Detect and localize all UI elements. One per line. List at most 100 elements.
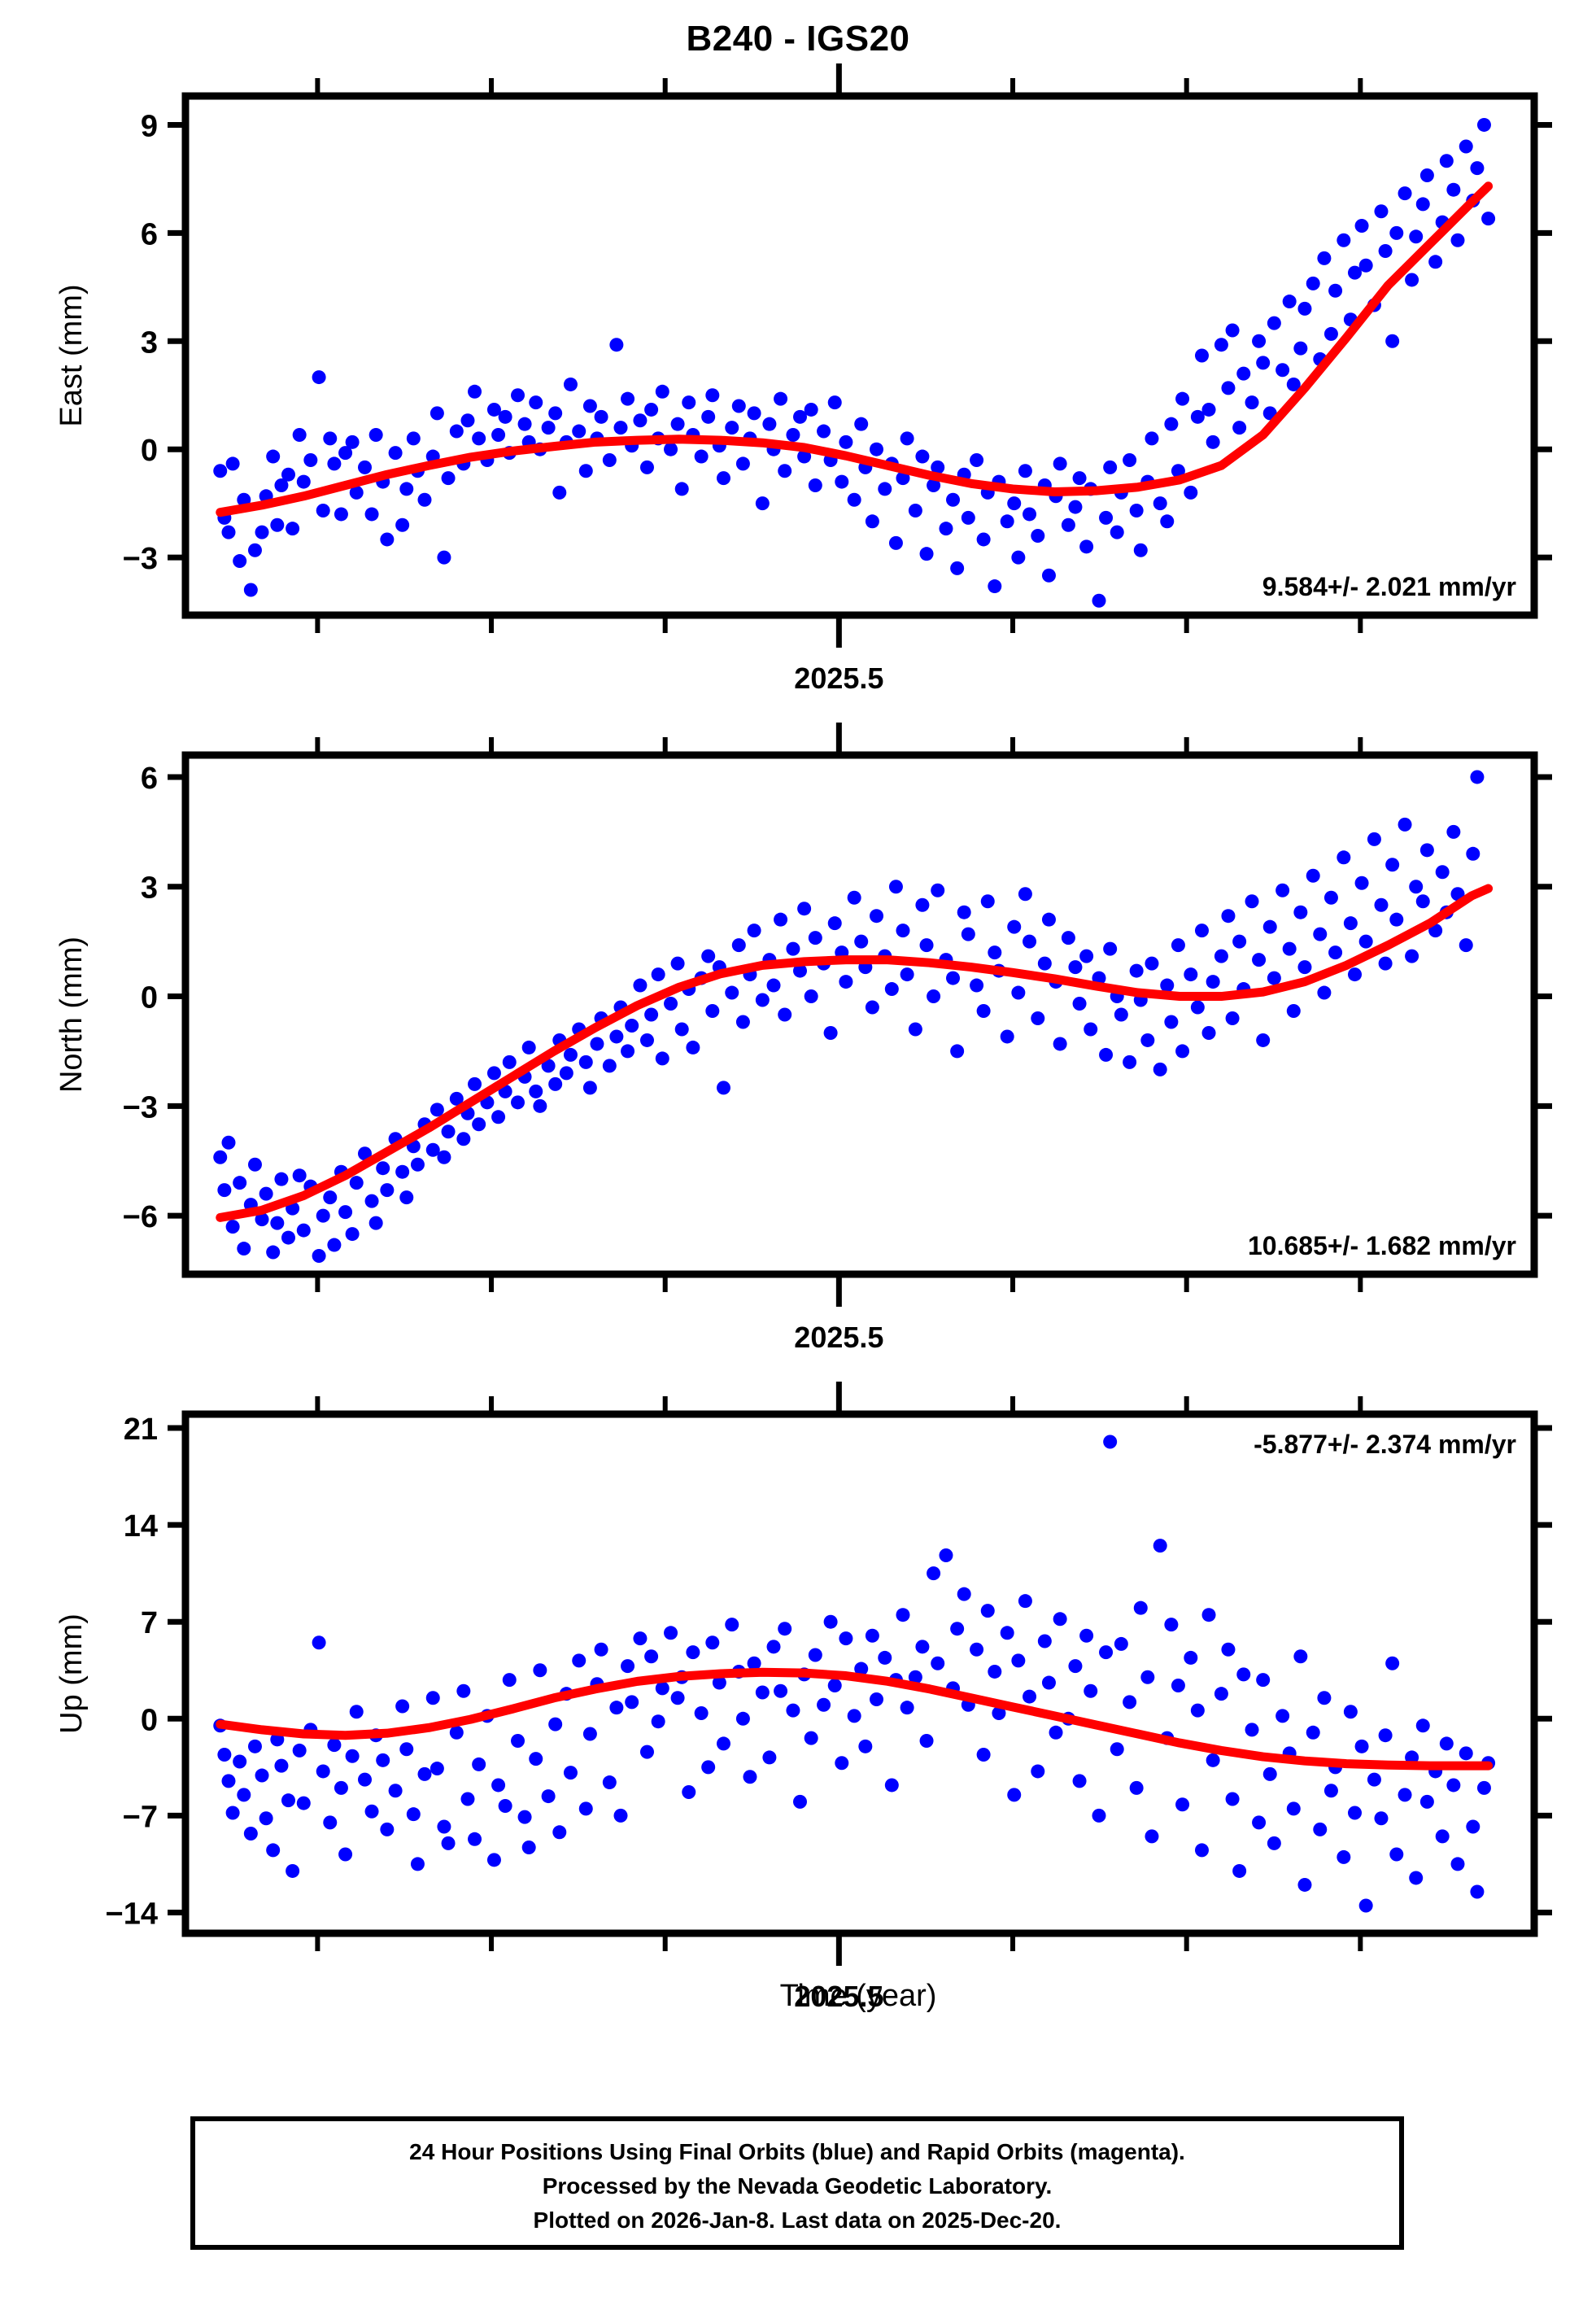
data-point (1323, 1784, 1338, 1798)
data-point (1256, 1033, 1271, 1047)
data-point (243, 583, 258, 597)
data-point (644, 402, 659, 417)
data-point (705, 1004, 720, 1019)
data-point (1405, 273, 1419, 287)
data-point (376, 1753, 390, 1767)
data-point (1252, 953, 1267, 967)
panel-up: 21 14 7 0 −7 −14 2025.5 Up (mm) -5.877+/- 2.374 … (55, 1382, 1552, 2013)
data-point (633, 978, 648, 993)
data-point (590, 1037, 604, 1051)
data-point (349, 1176, 364, 1190)
data-point (919, 1734, 934, 1749)
data-point (900, 967, 914, 982)
data-point (817, 424, 831, 439)
data-point (323, 1815, 338, 1830)
data-point (281, 1230, 295, 1245)
data-point (1439, 1736, 1454, 1751)
data-point (1011, 985, 1026, 1000)
data-point (884, 1778, 899, 1793)
data-point (247, 1157, 262, 1172)
data-point (237, 1788, 251, 1802)
data-point (1072, 997, 1087, 1011)
data-point (847, 492, 861, 507)
data-point (1175, 391, 1190, 406)
data-point (1103, 941, 1118, 956)
data-layer (213, 770, 1494, 1264)
data-point (1419, 843, 1434, 858)
data-point (563, 1766, 578, 1780)
data-point (1110, 525, 1124, 539)
data-point (349, 485, 364, 500)
data-point (1007, 1788, 1022, 1802)
data-point (992, 1705, 1006, 1720)
data-point (664, 1626, 678, 1640)
panel-north: 6 3 0 −3 −6 2025.5 North (mm) 10.685+/- 1.682 m… (55, 723, 1552, 1354)
data-point (1459, 1746, 1473, 1761)
data-point (1446, 824, 1461, 839)
data-point (1000, 1626, 1014, 1640)
data-point (511, 388, 525, 403)
data-point (854, 934, 869, 949)
data-point (1245, 1723, 1259, 1737)
data-point (334, 1780, 348, 1795)
data-point (425, 1142, 440, 1157)
data-point (1041, 912, 1056, 927)
data-point (670, 956, 685, 971)
data-point (1466, 846, 1480, 861)
data-point (327, 456, 342, 471)
y-tick-label: 6 (141, 762, 158, 796)
data-point (931, 883, 945, 897)
data-point (1267, 1836, 1281, 1850)
data-point (1133, 1600, 1148, 1615)
data-point (1194, 1843, 1209, 1858)
data-point (233, 554, 247, 569)
data-point (1398, 817, 1412, 832)
data-point (1160, 978, 1175, 993)
data-point (915, 1640, 930, 1654)
data-point (896, 924, 910, 938)
data-point (980, 894, 995, 909)
data-point (1031, 1011, 1045, 1025)
data-point (323, 431, 338, 446)
data-point (854, 417, 869, 431)
data-point (1446, 182, 1461, 197)
data-point (1297, 301, 1312, 316)
data-point (1476, 1780, 1491, 1795)
data-point (1000, 514, 1014, 529)
data-point (1023, 507, 1037, 522)
data-point (1297, 1877, 1312, 1892)
data-point (1435, 865, 1450, 880)
data-point (486, 1066, 501, 1081)
data-point (1225, 1792, 1240, 1806)
data-point (388, 1784, 403, 1798)
data-point (1293, 341, 1308, 356)
data-point (1018, 887, 1032, 902)
data-point (1317, 1691, 1332, 1705)
plot-frame (181, 751, 1538, 1278)
x-axis-title: Time (year) (780, 1979, 937, 2013)
y-tick-label: 3 (141, 325, 158, 360)
data-point (970, 452, 984, 467)
data-point (417, 1766, 432, 1781)
data-point (441, 1124, 456, 1139)
data-point (946, 971, 961, 985)
data-point (980, 1604, 995, 1618)
data-point (1313, 927, 1328, 941)
data-point (259, 1811, 273, 1826)
data-point (1358, 1898, 1373, 1913)
y-tick-label: −3 (123, 542, 158, 576)
data-point (274, 478, 289, 492)
data-point (1171, 1678, 1185, 1692)
data-point (368, 1216, 383, 1230)
data-point (247, 1739, 262, 1753)
y-tick-label: −3 (123, 1090, 158, 1124)
data-point (1079, 1628, 1094, 1643)
data-point (364, 1804, 379, 1819)
data-point (1053, 1612, 1067, 1627)
data-point (1470, 770, 1485, 784)
data-point (221, 1135, 236, 1150)
data-point (1252, 1815, 1267, 1830)
data-point (786, 427, 800, 442)
data-point (950, 1622, 965, 1636)
data-point (1225, 1011, 1240, 1025)
